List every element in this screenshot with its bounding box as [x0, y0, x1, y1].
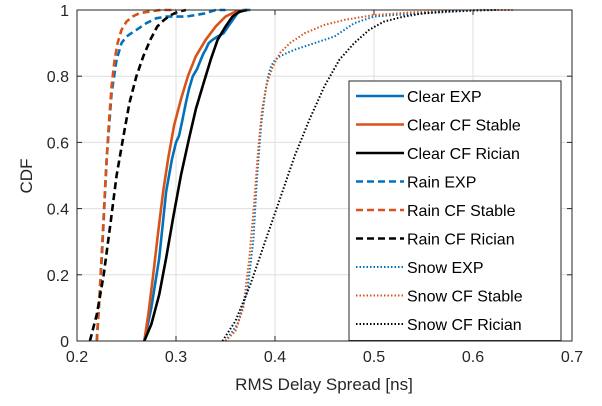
axis-ticks: 0.2 0.3 0.4 0.5 0.6 0.700.20.40.60.81 [47, 3, 583, 366]
x-tick-label: 0.4 [264, 349, 286, 366]
y-tick-label: 0 [60, 334, 69, 351]
series-lines [88, 8, 513, 342]
series-line-0 [143, 8, 251, 342]
legend-entry: Snow CF Rician [407, 317, 522, 334]
legend-entry: Clear CF Stable [407, 118, 521, 135]
series-line-6 [224, 9, 513, 342]
series-line-8 [221, 9, 498, 342]
series-line-7 [224, 9, 513, 342]
legend-entry: Rain CF Stable [407, 203, 516, 220]
x-axis-label: RMS Delay Spread [ns] [235, 375, 413, 394]
y-tick-label: 0.8 [47, 69, 69, 86]
x-tick-label: 0.2 [66, 349, 88, 366]
y-tick-label: 1 [60, 3, 69, 20]
legend-entry: Rain CF Rician [407, 232, 515, 249]
series-line-1 [143, 8, 246, 342]
y-tick-label: 0.4 [47, 202, 69, 219]
y-tick-label: 0.2 [47, 268, 69, 285]
series-line-2 [143, 8, 248, 342]
x-tick-label: 0.3 [165, 349, 187, 366]
legend: Clear EXP Clear CF Stable Clear CF Rician R… [348, 80, 562, 341]
legend-entry: Snow EXP [407, 260, 483, 277]
y-tick-label: 0.6 [47, 135, 69, 152]
legend-entry: Clear CF Rician [407, 146, 520, 163]
legend-entry: Rain EXP [407, 175, 476, 192]
plot-frame [76, 9, 573, 342]
y-axis-label: CDF [17, 159, 36, 194]
legend-entry: Clear EXP [407, 89, 482, 106]
x-tick-label: 0.5 [363, 349, 385, 366]
series-line-5 [88, 8, 187, 342]
x-tick-label: 0.6 [462, 349, 484, 366]
x-tick-label: 0.7 [561, 349, 583, 366]
series-line-4 [95, 8, 176, 342]
legend-entry: Snow CF Stable [407, 289, 523, 306]
